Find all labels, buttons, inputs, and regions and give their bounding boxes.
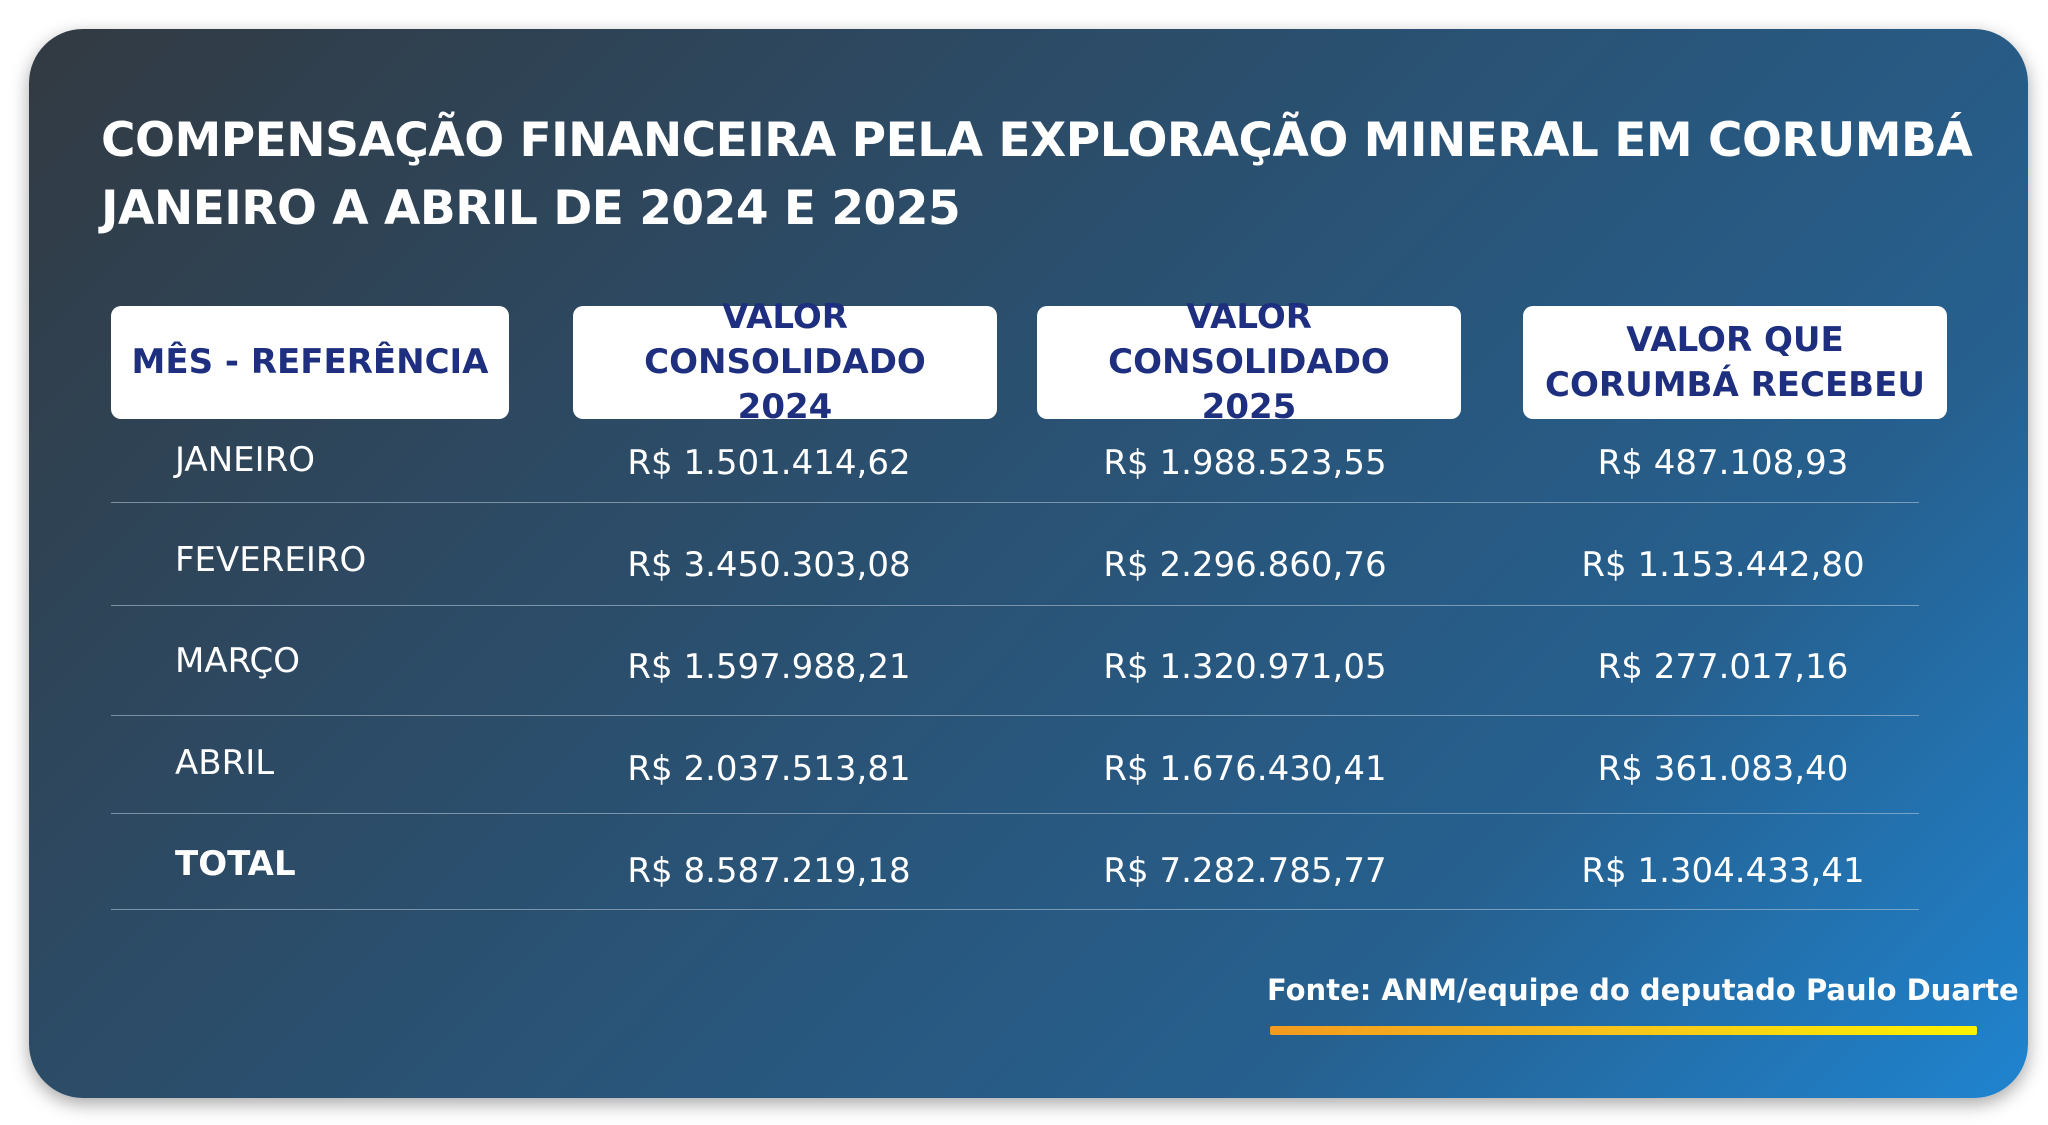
cell-2025-fevereiro: R$ 2.296.860,76: [1103, 545, 1387, 585]
title-line-2: JANEIRO A ABRIL DE 2024 E 2025: [101, 181, 961, 236]
header-value-received-line1: VALOR QUE: [1626, 319, 1844, 360]
row-month-janeiro: JANEIRO: [175, 440, 316, 480]
row-month-marco: MARÇO: [175, 641, 301, 681]
header-value-2024: VALOR CONSOLIDADO 2024: [573, 297, 997, 427]
source-accent-bar: [1270, 1026, 1977, 1035]
source-note: Fonte: ANM/equipe do deputado Paulo Duar…: [1267, 973, 2019, 1007]
title-line-1: COMPENSAÇÃO FINANCEIRA PELA EXPLORAÇÃO M…: [101, 113, 1973, 168]
header-value-2024-line2: 2024: [737, 387, 833, 427]
header-month-reference-label: MÊS - REFERÊNCIA: [131, 342, 489, 382]
cell-2025-abril: R$ 1.676.430,41: [1103, 749, 1387, 789]
row-month-total: TOTAL: [175, 844, 296, 884]
header-value-received: VALOR QUE CORUMBÁ RECEBEU: [1523, 306, 1947, 419]
chart-title: COMPENSAÇÃO FINANCEIRA PELA EXPLORAÇÃO M…: [101, 107, 1973, 243]
row-divider: [111, 605, 1919, 606]
cell-2024-janeiro: R$ 1.501.414,62: [627, 443, 911, 483]
row-divider: [111, 715, 1919, 716]
cell-received-janeiro: R$ 487.108,93: [1597, 443, 1849, 483]
row-divider: [111, 502, 1919, 503]
header-value-2025: VALOR CONSOLIDADO 2025: [1037, 297, 1461, 427]
header-value-2025-line2: 2025: [1201, 387, 1297, 427]
header-value-received-line2: CORUMBÁ RECEBEU: [1545, 364, 1925, 405]
header-value-2024-line1: VALOR CONSOLIDADO: [644, 297, 926, 382]
header-month-reference: MÊS - REFERÊNCIA: [111, 306, 509, 419]
row-month-fevereiro: FEVEREIRO: [175, 540, 367, 580]
cell-2025-janeiro: R$ 1.988.523,55: [1103, 443, 1387, 483]
row-divider: [111, 909, 1919, 910]
header-value-2025-line1: VALOR CONSOLIDADO: [1108, 297, 1390, 382]
cell-2024-fevereiro: R$ 3.450.303,08: [627, 545, 911, 585]
cell-2025-marco: R$ 1.320.971,05: [1103, 647, 1387, 687]
cell-2024-abril: R$ 2.037.513,81: [627, 749, 911, 789]
cell-received-abril: R$ 361.083,40: [1597, 749, 1849, 789]
cell-received-fevereiro: R$ 1.153.442,80: [1581, 545, 1865, 585]
infographic-card: COMPENSAÇÃO FINANCEIRA PELA EXPLORAÇÃO M…: [29, 29, 2028, 1098]
cell-2024-marco: R$ 1.597.988,21: [627, 647, 911, 687]
row-divider: [111, 813, 1919, 814]
cell-received-total: R$ 1.304.433,41: [1581, 851, 1865, 891]
cell-received-marco: R$ 277.017,16: [1597, 647, 1849, 687]
cell-2024-total: R$ 8.587.219,18: [627, 851, 911, 891]
cell-2025-total: R$ 7.282.785,77: [1103, 851, 1387, 891]
row-month-abril: ABRIL: [175, 743, 275, 783]
